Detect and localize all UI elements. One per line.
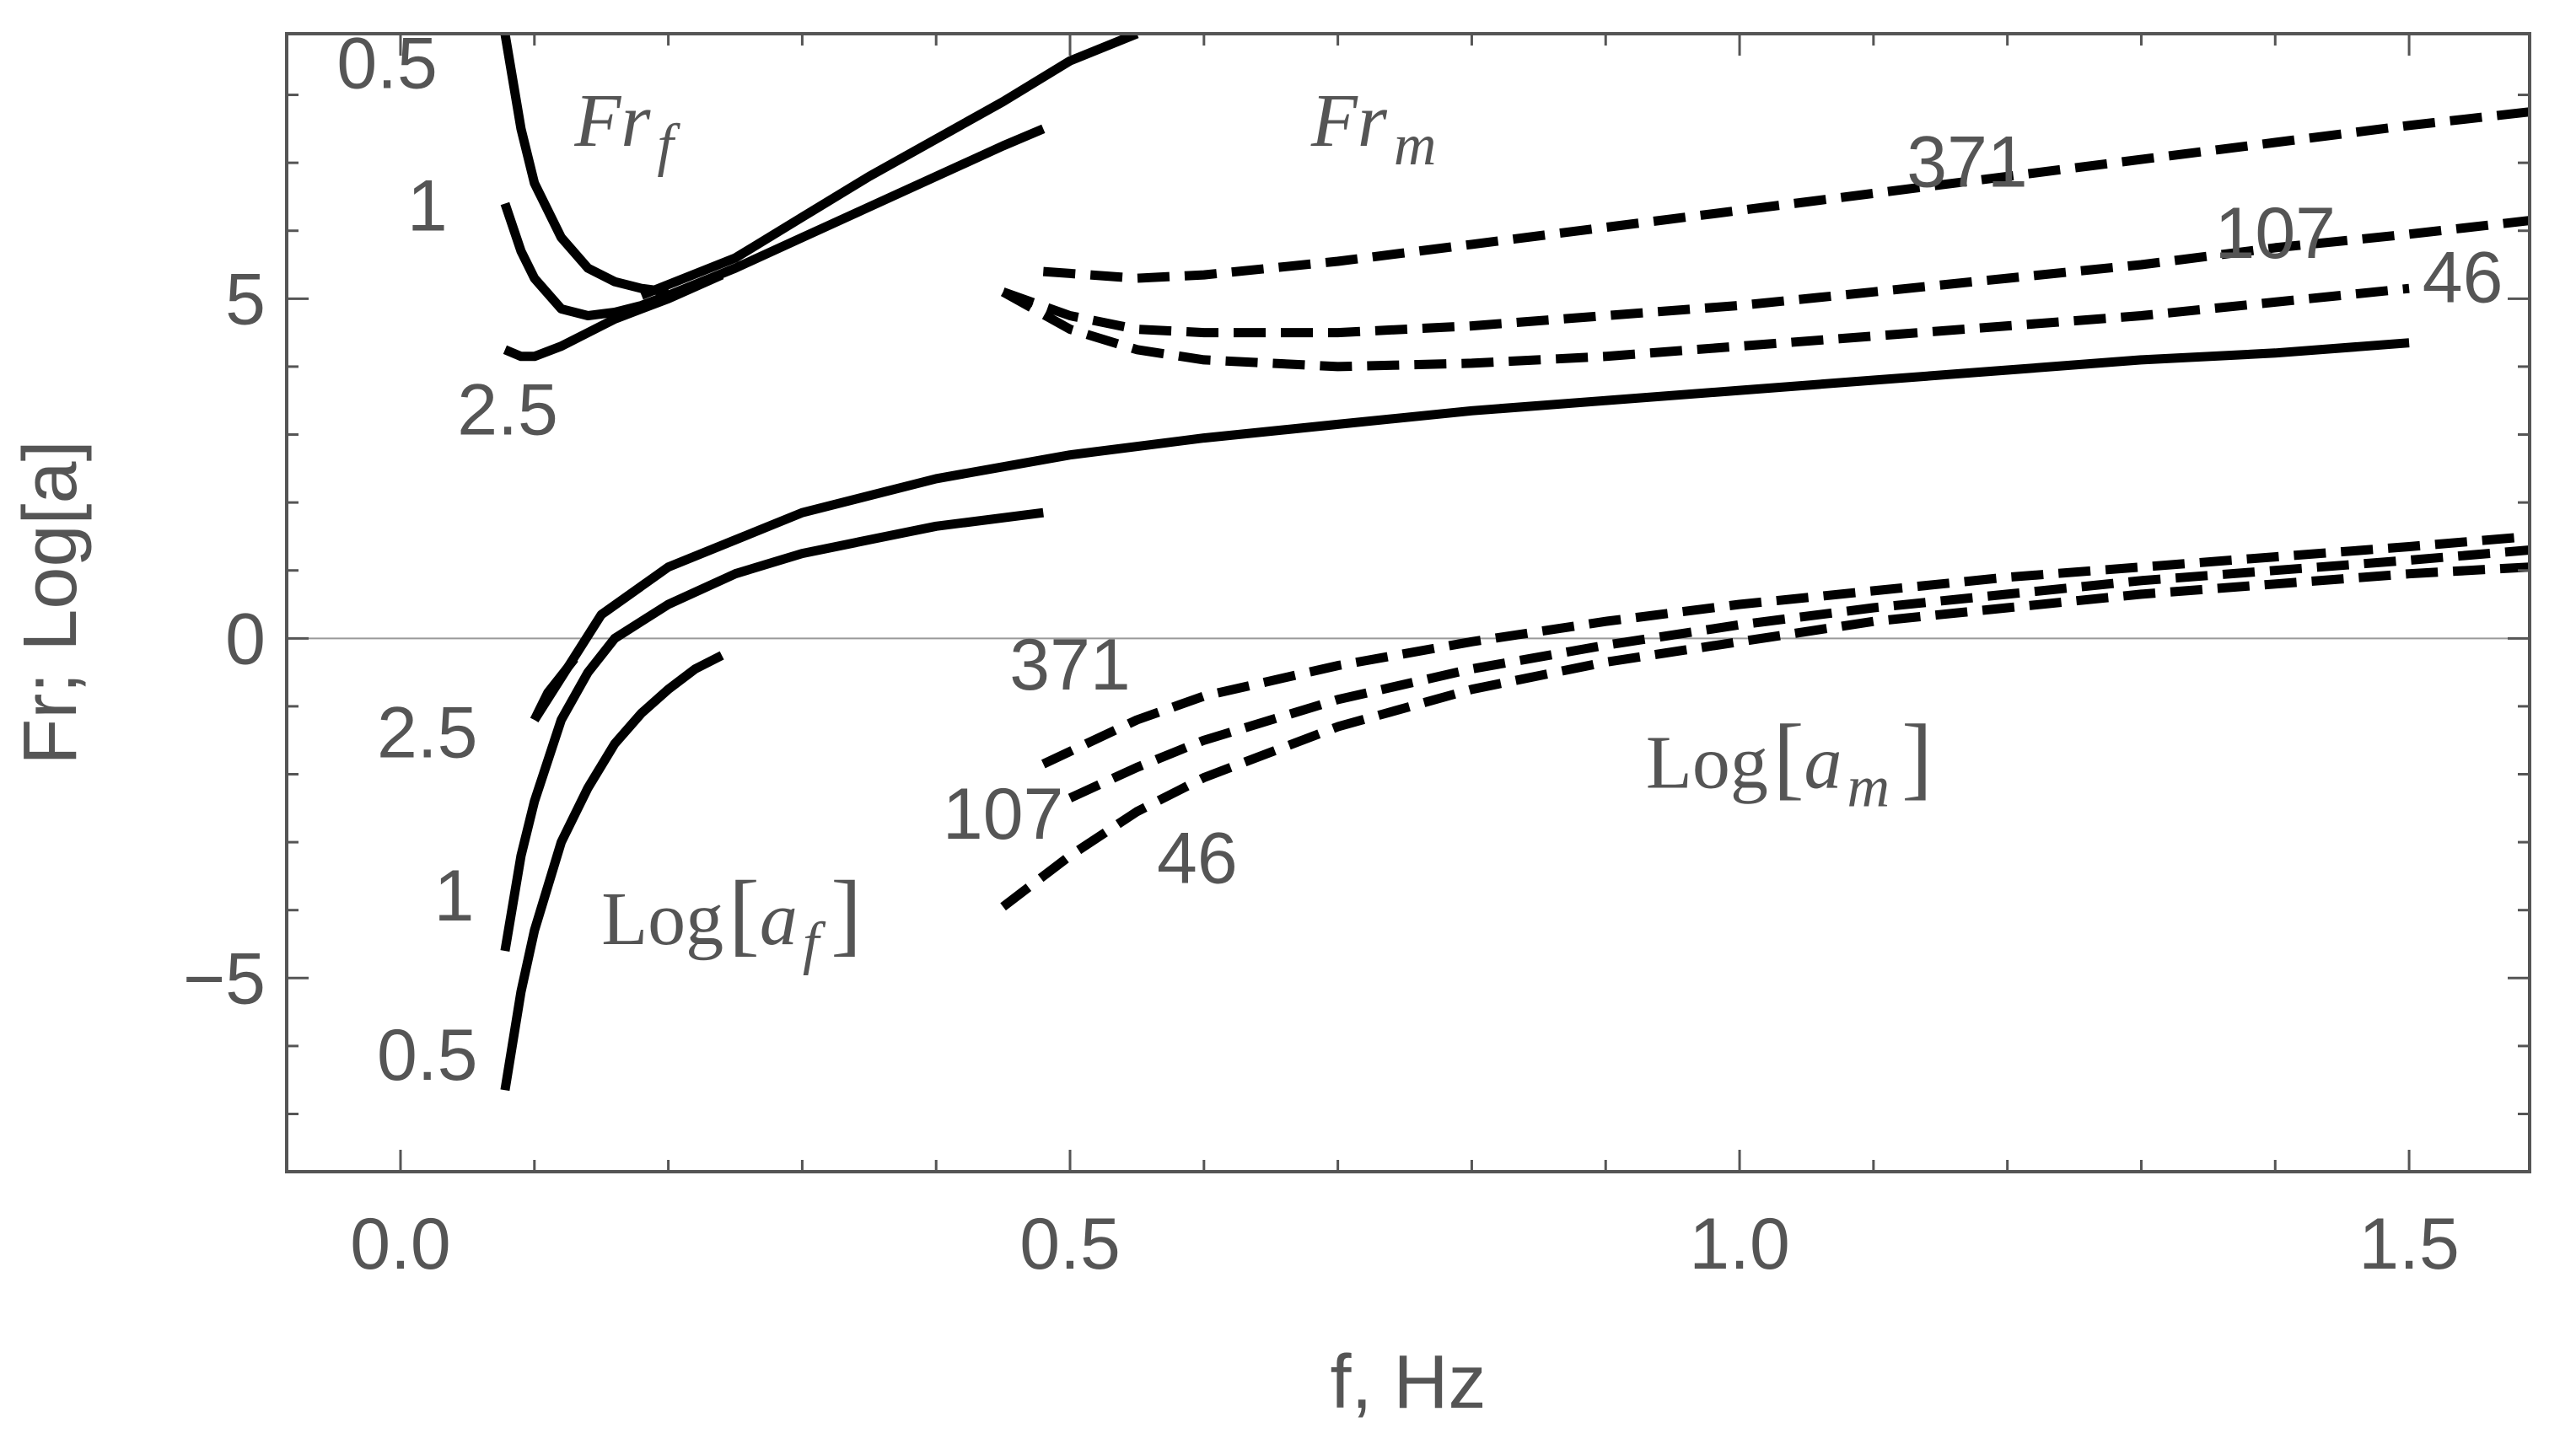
series-line-log-a-f-2.5-9 bbox=[530, 656, 578, 722]
curve-value-label: 371 bbox=[1906, 121, 2028, 202]
series-line-fr-m-371-5 bbox=[1042, 107, 2530, 283]
group-label-log-a-f: Log[af] bbox=[601, 861, 862, 976]
curve-value-label: 0.5 bbox=[336, 23, 438, 104]
y-tick-label: −5 bbox=[183, 938, 266, 1019]
x-tick-label: 0.5 bbox=[1019, 1204, 1121, 1285]
x-axis-title: f, Hz bbox=[1330, 1340, 1486, 1425]
curve-value-label: 2.5 bbox=[377, 692, 478, 773]
x-tick-label: 1.5 bbox=[2358, 1204, 2460, 1285]
group-label-fr-f: Fr f bbox=[573, 79, 680, 178]
y-axis-title: Fr; Log[a] bbox=[8, 440, 93, 765]
curve-value-label: 1 bbox=[434, 856, 475, 937]
curve-value-label: 46 bbox=[1157, 818, 1238, 899]
series-line-log-a-m-371-12 bbox=[1041, 531, 2530, 769]
curve-value-label: 2.5 bbox=[457, 370, 558, 451]
series-line-log-a-m-46-14 bbox=[1000, 562, 2530, 911]
series-line-fr-f-8 bbox=[530, 338, 2410, 722]
series-line-fr-f-3 bbox=[639, 34, 1139, 300]
group-label-fr-m: Fr m bbox=[1310, 79, 1437, 178]
series-line-log-a-f-0.5-11 bbox=[500, 651, 724, 1092]
curve-value-label: 371 bbox=[1009, 625, 1131, 706]
series-layer bbox=[500, 34, 2530, 1092]
series-line-fr-f-0.5-0 bbox=[500, 34, 670, 297]
plot-frame bbox=[285, 32, 2531, 1173]
curve-value-label: 107 bbox=[2215, 193, 2337, 274]
series-line-log-a-m-107-13 bbox=[1068, 545, 2530, 802]
series-line-fr-f-2.5-2 bbox=[503, 271, 724, 362]
y-tick-label: 0 bbox=[225, 598, 266, 679]
curve-value-label: 46 bbox=[2423, 237, 2503, 318]
series-line-fr-f-4 bbox=[666, 124, 1046, 300]
annotation-layer: 0.5 1 2.5 371 107 46 2.5 1 0.5 371 107 46 Fr f Fr m Log[… bbox=[336, 23, 2503, 1096]
series-line-fr-m-46-7 bbox=[1000, 283, 2410, 372]
x-tick-label: 1.0 bbox=[1689, 1204, 1790, 1285]
curve-value-label: 107 bbox=[943, 774, 1064, 855]
ticks-layer: 0.0 0.5 1.0 1.5 −5 0 5 bbox=[183, 34, 2530, 1285]
group-label-log-a-m: Log[am] bbox=[1646, 706, 1933, 820]
curve-value-label: 1 bbox=[407, 166, 448, 247]
y-tick-label: 5 bbox=[225, 259, 266, 340]
curve-value-label: 0.5 bbox=[377, 1015, 478, 1096]
series-line-fr-m-107-6 bbox=[1001, 216, 2530, 338]
series-line-log-a-f-1-10 bbox=[500, 507, 1044, 953]
x-tick-label: 0.0 bbox=[350, 1204, 451, 1285]
